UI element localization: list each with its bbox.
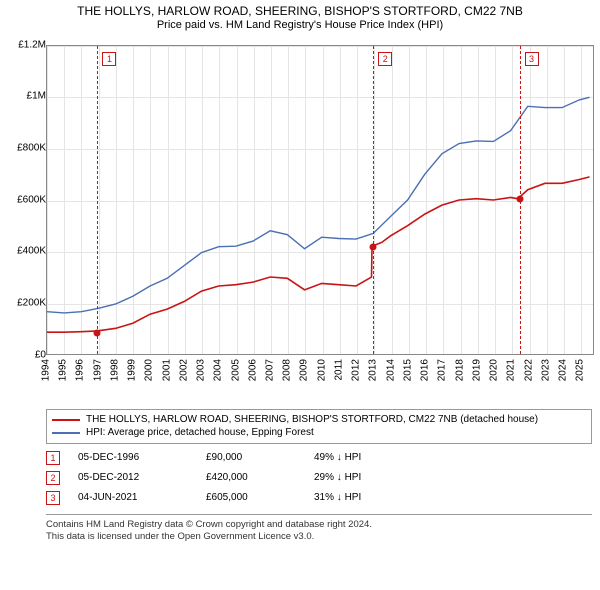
marker-note: 49% ↓ HPI bbox=[314, 452, 361, 463]
x-tick-label: 2012 bbox=[351, 359, 362, 381]
x-tick-label: 2007 bbox=[265, 359, 276, 381]
y-tick-label: £600K bbox=[2, 194, 46, 205]
series-line-hpi bbox=[47, 97, 590, 313]
x-tick-label: 2006 bbox=[247, 359, 258, 381]
legend-swatch bbox=[52, 432, 80, 434]
marker-badge: 2 bbox=[46, 471, 60, 485]
y-tick-label: £0 bbox=[2, 349, 46, 360]
marker-label-box: 3 bbox=[525, 52, 539, 66]
x-tick-label: 2018 bbox=[454, 359, 465, 381]
legend: THE HOLLYS, HARLOW ROAD, SHEERING, BISHO… bbox=[46, 409, 592, 444]
y-tick-label: £1.2M bbox=[2, 39, 46, 50]
x-tick-label: 2024 bbox=[557, 359, 568, 381]
marker-row-2: 2 05-DEC-2012 £420,000 29% ↓ HPI bbox=[46, 468, 592, 488]
marker-note: 29% ↓ HPI bbox=[314, 472, 361, 483]
x-tick-label: 2005 bbox=[230, 359, 241, 381]
footer-line-2: This data is licensed under the Open Gov… bbox=[46, 531, 592, 543]
x-tick-label: 2010 bbox=[316, 359, 327, 381]
y-tick-label: £200K bbox=[2, 298, 46, 309]
y-tick-label: £1M bbox=[2, 91, 46, 102]
marker-date: 04-JUN-2021 bbox=[78, 492, 188, 503]
x-tick-label: 1995 bbox=[58, 359, 69, 381]
x-tick-label: 2022 bbox=[523, 359, 534, 381]
marker-note: 31% ↓ HPI bbox=[314, 492, 361, 503]
x-tick-label: 2025 bbox=[575, 359, 586, 381]
x-tick-label: 2008 bbox=[282, 359, 293, 381]
x-tick-label: 2019 bbox=[471, 359, 482, 381]
x-tick-label: 2020 bbox=[489, 359, 500, 381]
x-tick-label: 2016 bbox=[420, 359, 431, 381]
x-tick-label: 2013 bbox=[368, 359, 379, 381]
legend-label: THE HOLLYS, HARLOW ROAD, SHEERING, BISHO… bbox=[86, 413, 538, 427]
x-tick-label: 1998 bbox=[109, 359, 120, 381]
x-tick-label: 1997 bbox=[92, 359, 103, 381]
chart-container: THE HOLLYS, HARLOW ROAD, SHEERING, BISHO… bbox=[0, 0, 600, 590]
marker-row-3: 3 04-JUN-2021 £605,000 31% ↓ HPI bbox=[46, 488, 592, 508]
chart-area: £0 £200K £400K £600K £800K £1M £1.2M 1 2 3 1994 1… bbox=[0, 35, 600, 407]
x-tick-label: 2014 bbox=[385, 359, 396, 381]
marker-badge: 1 bbox=[46, 451, 60, 465]
chart-title: THE HOLLYS, HARLOW ROAD, SHEERING, BISHO… bbox=[0, 0, 600, 35]
series-svg bbox=[47, 46, 593, 354]
marker-price: £420,000 bbox=[206, 472, 296, 483]
x-tick-label: 2023 bbox=[540, 359, 551, 381]
x-tick-label: 2011 bbox=[333, 359, 344, 381]
x-tick-label: 2001 bbox=[161, 359, 172, 381]
y-tick-label: £800K bbox=[2, 143, 46, 154]
legend-swatch bbox=[52, 419, 80, 421]
x-tick-label: 2002 bbox=[178, 359, 189, 381]
marker-label-box: 2 bbox=[378, 52, 392, 66]
legend-label: HPI: Average price, detached house, Eppi… bbox=[86, 426, 314, 440]
y-tick-label: £400K bbox=[2, 246, 46, 257]
footer-line-1: Contains HM Land Registry data © Crown c… bbox=[46, 519, 592, 531]
legend-item-price-paid: THE HOLLYS, HARLOW ROAD, SHEERING, BISHO… bbox=[52, 413, 586, 427]
marker-vline bbox=[97, 46, 98, 354]
y-axis: £0 £200K £400K £600K £800K £1M £1.2M bbox=[0, 35, 46, 407]
x-tick-label: 2009 bbox=[299, 359, 310, 381]
marker-label-box: 1 bbox=[102, 52, 116, 66]
marker-badge: 3 bbox=[46, 491, 60, 505]
title-line-1: THE HOLLYS, HARLOW ROAD, SHEERING, BISHO… bbox=[0, 4, 600, 19]
x-tick-label: 1999 bbox=[127, 359, 138, 381]
x-tick-label: 2017 bbox=[437, 359, 448, 381]
x-tick-label: 1994 bbox=[41, 359, 52, 381]
marker-date: 05-DEC-1996 bbox=[78, 452, 188, 463]
x-tick-label: 2000 bbox=[144, 359, 155, 381]
marker-vline bbox=[373, 46, 374, 354]
x-tick-label: 2004 bbox=[213, 359, 224, 381]
x-tick-label: 1996 bbox=[75, 359, 86, 381]
series-line-price_paid bbox=[47, 177, 590, 332]
marker-point bbox=[516, 196, 523, 203]
marker-date: 05-DEC-2012 bbox=[78, 472, 188, 483]
marker-price: £605,000 bbox=[206, 492, 296, 503]
marker-point bbox=[370, 244, 377, 251]
marker-table: 1 05-DEC-1996 £90,000 49% ↓ HPI 2 05-DEC… bbox=[46, 448, 592, 508]
title-line-2: Price paid vs. HM Land Registry's House … bbox=[0, 19, 600, 33]
marker-price: £90,000 bbox=[206, 452, 296, 463]
marker-row-1: 1 05-DEC-1996 £90,000 49% ↓ HPI bbox=[46, 448, 592, 468]
x-tick-label: 2021 bbox=[506, 359, 517, 381]
marker-point bbox=[94, 329, 101, 336]
footer-attribution: Contains HM Land Registry data © Crown c… bbox=[46, 514, 592, 544]
legend-item-hpi: HPI: Average price, detached house, Eppi… bbox=[52, 426, 586, 440]
x-tick-label: 2003 bbox=[196, 359, 207, 381]
plot-area: 1 2 3 bbox=[46, 45, 594, 355]
x-tick-label: 2015 bbox=[402, 359, 413, 381]
